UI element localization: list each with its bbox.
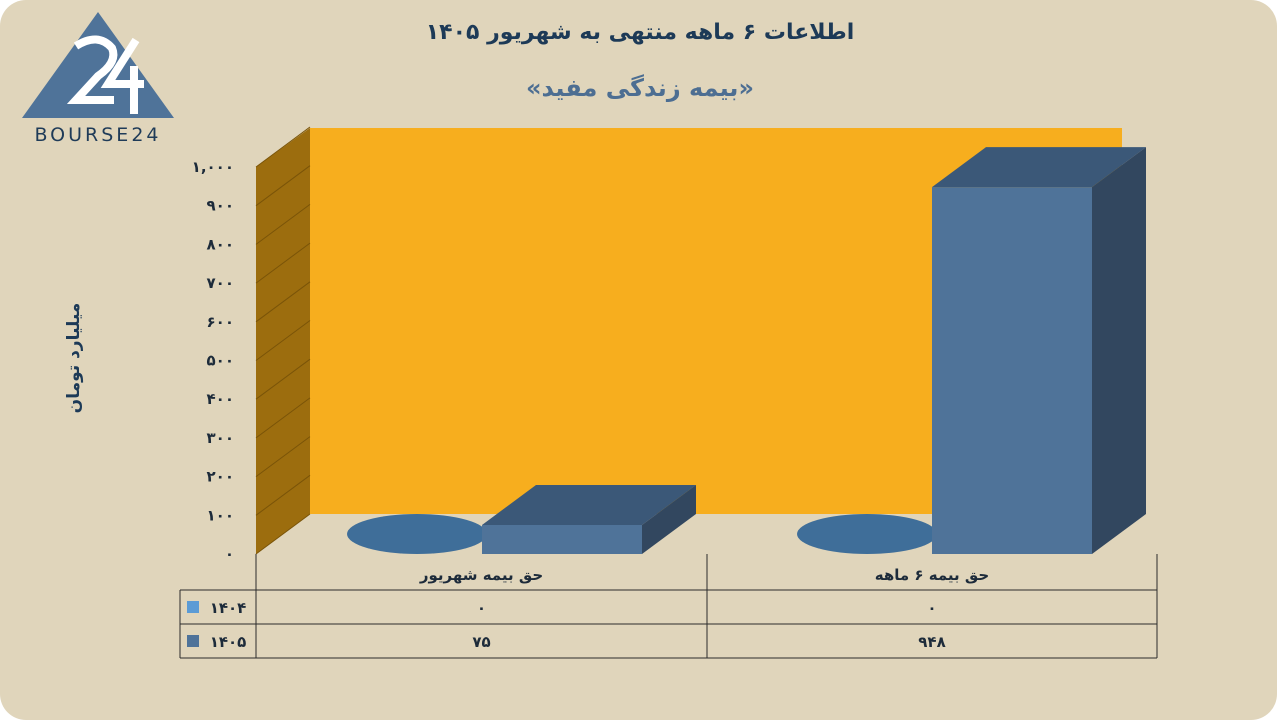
y-tick-label: ۳۰۰ [207,429,234,447]
gridline [255,397,311,439]
chart-subtitle: «بیمه زندگی مفید» [526,74,754,102]
gridline [255,126,311,168]
gridline [255,436,311,478]
bar-front [482,524,642,554]
gridline [255,358,311,400]
bar-side [1092,147,1146,554]
y-tick-label: ۴۰۰ [207,390,234,408]
y-tick-label: ۲۰۰ [207,468,234,486]
bar-front [932,187,1092,554]
y-tick-label: ۷۰۰ [207,274,234,292]
data-label: ۰ [477,599,486,617]
gridline [255,320,311,361]
gridline [255,513,311,555]
gridline [255,474,311,516]
bar-top [482,484,696,525]
y-tick-label: ۸۰۰ [207,235,234,253]
gridlines [255,126,311,555]
data-label: ۹۴۸ [918,633,945,651]
bar-top [932,147,1146,188]
data-label: ۰ [927,599,936,617]
bourse24-logo [22,12,174,118]
y-axis-ticks: ۰ ۱۰۰ ۲۰۰ ۳۰۰ ۴۰۰ ۵۰۰ ۶۰۰ ۷۰۰ ۸۰۰ ۹۰۰ ۱,۰۰۰ [192,158,234,563]
legend-swatch [187,635,199,647]
logo-text: BOURSE24 [34,124,162,146]
bars [347,147,1146,554]
bar-zero-marker [347,514,487,554]
chart-title: اطلاعات ۶ ماهه منتهی به شهریور ۱۴۰۵ [425,20,855,45]
y-tick-label: ۵۰۰ [207,352,234,370]
data-label: ۷۵ [472,633,490,651]
gridline [255,165,311,207]
gridline [255,203,311,245]
logo-digit-2 [66,35,118,104]
y-tick-label: ۰ [225,545,234,563]
legend-swatch [187,601,199,613]
y-tick-label: ۱,۰۰۰ [192,158,234,176]
logo-digit-4 [100,37,144,114]
category-label: حق بیمه ۶ ماهه [875,566,989,584]
gridline [255,242,311,284]
category-label: حق بیمه شهریور [419,566,543,584]
y-tick-label: ۹۰۰ [207,197,234,215]
bar-zero-marker [797,514,937,554]
y-tick-label: ۱۰۰ [207,506,234,524]
bar-side [642,484,696,554]
y-tick-label: ۶۰۰ [207,313,234,331]
gridline [255,281,311,323]
series-name: ۱۴۰۴ [210,599,247,617]
series-name: ۱۴۰۵ [210,633,247,651]
data-table: حق بیمه شهریور حق بیمه ۶ ماهه ۱۴۰۴ ۰ ۰ ۱۴۰۵ ۷۵… [179,554,1158,659]
